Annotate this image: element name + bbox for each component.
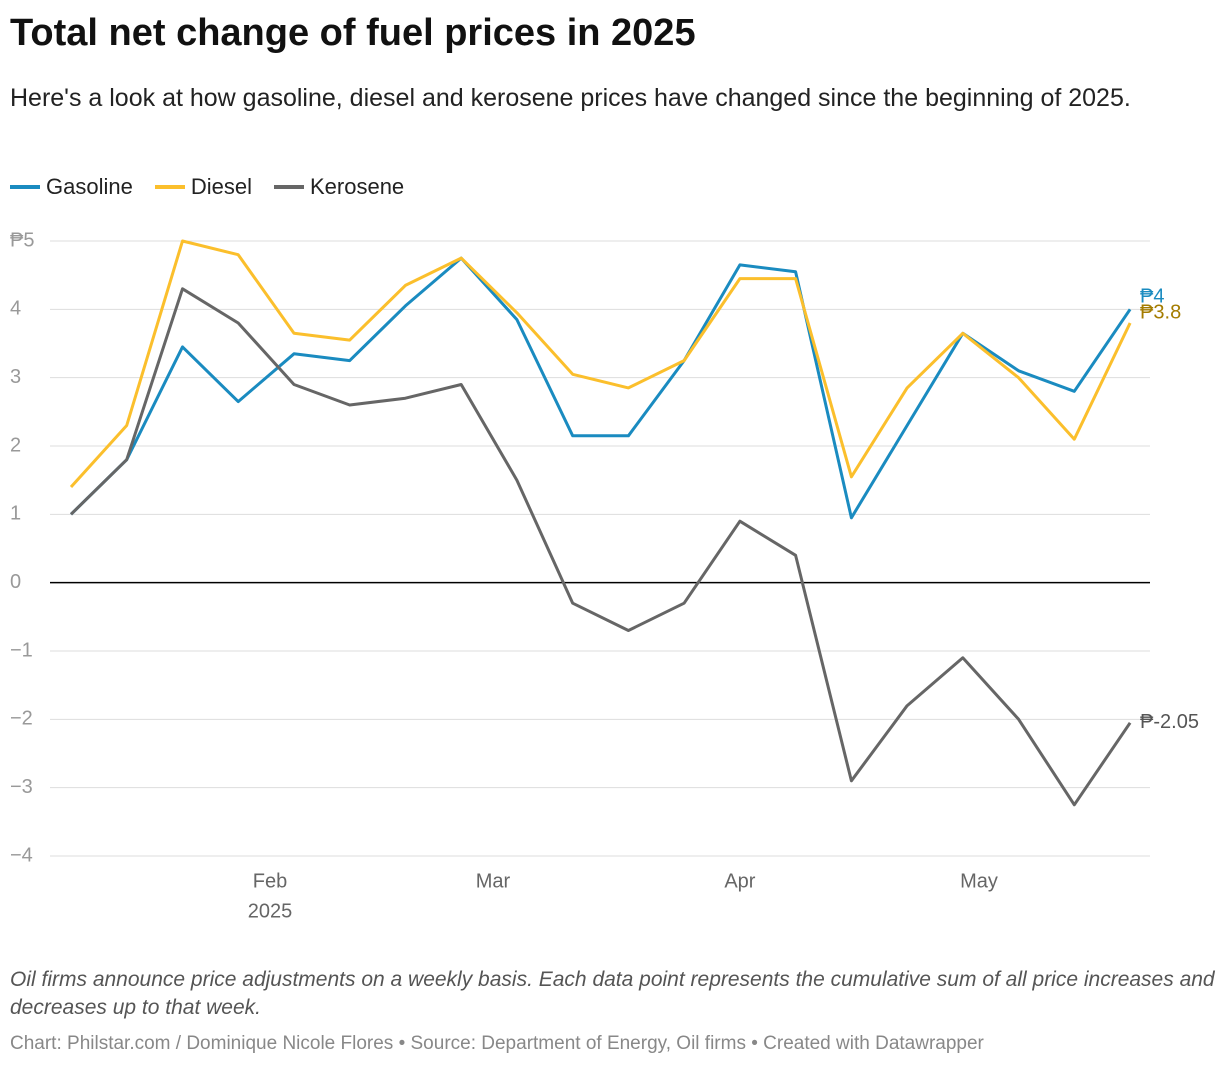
legend-swatch	[273, 185, 304, 189]
legend-item: Gasoline	[10, 174, 133, 200]
value-label: ₱4	[1140, 286, 1164, 308]
x-tick-label: Mar	[476, 870, 511, 892]
value-label: ₱-2.05	[1140, 711, 1199, 733]
y-tick-label: 2	[10, 434, 21, 456]
y-tick-label: −2	[10, 708, 33, 730]
y-tick-label: −4	[10, 844, 33, 866]
chart: −4 −3 −2 −1 0 1 2 3 4 ₱5 Feb 2025 Mar Apr May ₱4₱3.8 ₱-2…	[10, 229, 1199, 922]
y-tick-label: −1	[10, 639, 33, 661]
series-line	[69, 256, 1132, 520]
legend-label: Diesel	[190, 174, 252, 199]
legend-label: Kerosene	[309, 174, 405, 199]
x-tick-label: Apr	[724, 870, 755, 892]
legend-swatch	[154, 185, 185, 189]
x-tick-label: Feb	[253, 870, 287, 892]
value-label: ₱3.8	[1140, 301, 1181, 323]
y-tick-label: 4	[10, 298, 21, 320]
chart-subtitle: Here's a look at how gasoline, diesel an…	[10, 84, 1131, 112]
y-tick-label: −3	[10, 776, 33, 798]
legend-item: Diesel	[154, 174, 252, 200]
series-line	[69, 239, 1132, 489]
y-tick-label: ₱5	[10, 229, 34, 251]
x-year-label: 2025	[248, 900, 293, 922]
legend-item: Kerosene	[273, 174, 405, 200]
y-tick-label: 0	[10, 571, 21, 593]
chart-title: Total net change of fuel prices in 2025	[10, 12, 696, 54]
legend-label: Gasoline	[46, 174, 133, 199]
footer: Chart: Philstar.com / Dominique Nicole F…	[10, 1033, 984, 1054]
notes: Oil firms announce price adjustments on …	[10, 968, 1215, 1019]
legend: Gasoline Diesel Kerosene	[10, 174, 404, 200]
y-tick-label: 1	[10, 503, 21, 525]
y-tick-label: 3	[10, 366, 21, 388]
legend-swatch	[10, 185, 40, 189]
series-line	[69, 287, 1132, 807]
x-tick-label: May	[960, 870, 998, 892]
